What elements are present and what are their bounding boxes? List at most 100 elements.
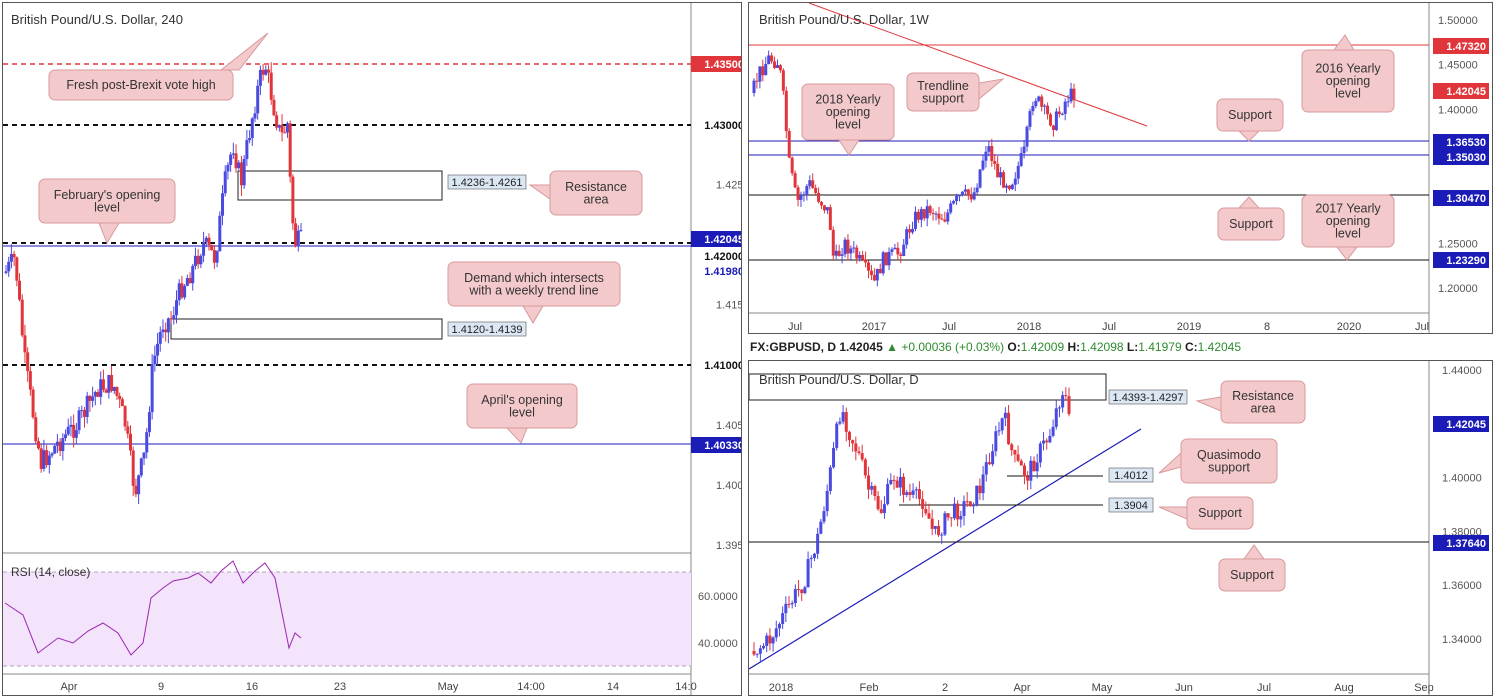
callout-2018-open-pointer <box>838 139 860 156</box>
daily-candle <box>768 635 772 644</box>
weekly-chart[interactable]: 1.500001.450001.400001.350001.250001.200… <box>749 3 1492 333</box>
callout-2018-open-text: 2018 Yearly <box>815 93 881 107</box>
x-tick-label: 23 <box>334 681 346 693</box>
daily-candle <box>876 496 880 510</box>
h4-chart[interactable]: 1.40000 1.40500 1.41500 1.42500 1.39500 RSI (… <box>3 3 741 695</box>
x-tick-label: Feb <box>860 682 879 694</box>
callout-feb-open-pointer <box>98 222 120 245</box>
x-tick-label: Jul <box>1257 682 1271 694</box>
weekly-candle <box>796 187 800 200</box>
weekly-chart-panel[interactable]: 1.500001.450001.400001.350001.250001.200… <box>748 2 1493 334</box>
x-tick-label: 2020 <box>1337 321 1361 333</box>
weekly-candle <box>784 90 788 132</box>
h4-candle <box>28 371 32 390</box>
weekly-candle <box>911 228 915 233</box>
h4-candle <box>245 140 249 159</box>
weekly-candle <box>831 229 835 256</box>
zone-label: 1.4120-1.4139 <box>452 324 523 336</box>
y-tick-label: 1.36000 <box>1442 580 1482 592</box>
h4-candle <box>131 450 135 486</box>
h4-candle <box>91 396 95 401</box>
h4-candle <box>215 251 219 263</box>
h4-candle <box>145 432 149 453</box>
daily-candle <box>1038 443 1042 463</box>
weekly-candle <box>767 55 771 65</box>
daily-candle <box>777 623 781 629</box>
daily-candle <box>965 501 969 503</box>
x-tick-label: 2018 <box>1017 321 1041 333</box>
weekly-candle <box>931 212 935 214</box>
h4-candle <box>69 424 73 427</box>
h4-candle <box>291 176 295 224</box>
weekly-candle <box>1057 111 1061 115</box>
h4-candle <box>23 335 27 353</box>
weekly-candle <box>1019 153 1023 166</box>
daily-chart-title: British Pound/U.S. Dollar, D <box>759 372 919 387</box>
daily-candle <box>940 534 944 536</box>
h4-candle <box>175 300 179 316</box>
daily-candle <box>819 521 823 534</box>
daily-candle <box>800 589 804 594</box>
callout-2017-open-pointer <box>1335 246 1359 261</box>
weekly-candle <box>1002 172 1006 188</box>
daily-candle <box>873 486 877 497</box>
h4-candle <box>88 395 92 401</box>
callout-brexit-high-box <box>48 69 234 101</box>
callout-2017-open-text: 2017 Yearly <box>1315 202 1381 216</box>
weekly-candle <box>881 252 885 274</box>
price-tag: 1.42045 <box>704 234 741 246</box>
weekly-chart-title: British Pound/U.S. Dollar, 1W <box>759 12 929 27</box>
h4-candle <box>55 441 59 446</box>
rsi-band <box>3 572 691 666</box>
weekly-candle <box>908 229 912 233</box>
weekly-candle <box>822 205 826 211</box>
price-tag: 1.42045 <box>1446 86 1486 98</box>
weekly-candle <box>1010 184 1014 190</box>
weekly-candle <box>887 251 891 266</box>
daily-candle <box>1051 426 1055 436</box>
daily-candle <box>752 651 756 655</box>
callout-support-1-pointer <box>1237 130 1261 142</box>
h4-candle <box>61 438 65 452</box>
daily-candle <box>889 479 893 485</box>
daily-chart-panel[interactable]: 1.44000 1.40000 1.38000 1.36000 1.34000 1.439… <box>748 360 1493 696</box>
daily-candle <box>987 462 991 465</box>
x-tick-label: Apr <box>1013 682 1030 694</box>
daily-chart[interactable]: 1.440001.400001.380001.360001.340001.439… <box>749 361 1492 695</box>
callout-2016-open-text: opening <box>1326 74 1371 88</box>
weekly-candle <box>858 254 862 259</box>
daily-candle <box>825 490 829 512</box>
h4-candle <box>72 424 76 438</box>
y-tick-label: 1.40500 <box>716 420 741 432</box>
y-tick-label: 1.45000 <box>1438 60 1478 72</box>
callout-support-b-pointer <box>1243 544 1265 560</box>
weekly-candle <box>825 207 829 211</box>
weekly-candle <box>755 80 759 82</box>
h4-candle <box>164 329 168 333</box>
daily-candle <box>832 447 836 468</box>
x-tick-label: Apr <box>60 681 77 693</box>
price-tag-bg <box>691 437 741 453</box>
weekly-candle <box>758 66 762 82</box>
callout-demand-text: Demand which intersects <box>464 271 604 285</box>
callout-support-2-text: Support <box>1229 217 1273 231</box>
daily-candle <box>1032 460 1036 472</box>
weekly-candle <box>805 186 809 195</box>
h4-chart-panel[interactable]: 1.40000 1.40500 1.41500 1.42500 1.39500 RSI (… <box>2 2 742 696</box>
callout-2017-open-text: opening <box>1326 214 1371 228</box>
daily-candle <box>978 485 982 494</box>
h4-candle <box>126 426 130 434</box>
h4-candle <box>177 283 181 301</box>
weekly-candle <box>963 189 967 192</box>
y-tick-label: 1.40000 <box>1442 473 1482 485</box>
h4-candle <box>296 230 300 247</box>
h4-candle <box>218 215 222 252</box>
weekly-candle <box>1040 96 1044 107</box>
h4-candle <box>231 153 235 155</box>
price-tag-text: 1.41980 <box>704 266 741 278</box>
daily-candle <box>1019 460 1023 466</box>
h4-candle <box>134 485 138 495</box>
daily-candle <box>892 479 896 481</box>
daily-candle <box>975 485 979 505</box>
weekly-candle <box>866 262 870 271</box>
